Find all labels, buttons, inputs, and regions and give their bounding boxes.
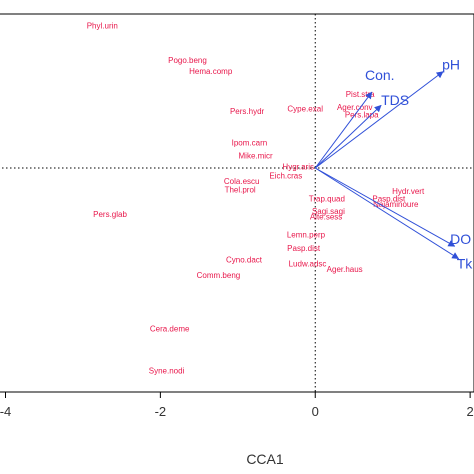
environment-label: DO	[450, 231, 471, 247]
species-label: Cype.exal	[287, 105, 323, 114]
x-tick-label: 0	[312, 404, 319, 419]
species-label: Pers.lapa	[345, 110, 379, 119]
x-tick-label: 2	[467, 404, 474, 419]
environment-arrow	[315, 167, 456, 247]
environment-arrow	[314, 91, 373, 169]
species-label: Alte.sess	[310, 213, 342, 222]
species-label: Mike.micr	[239, 152, 274, 161]
environment-label: Con.	[365, 67, 395, 83]
species-label: Cera.deme	[150, 325, 190, 334]
species-label: Cyno.dact	[226, 255, 263, 264]
environment-arrow	[314, 104, 382, 169]
environment-arrow	[314, 71, 444, 169]
plot-border	[0, 13, 474, 393]
plot-frame	[0, 13, 474, 393]
species-label: Pogo.beng	[168, 56, 207, 65]
species-label: Ager.haus	[327, 265, 363, 274]
species-label: Comm.beng	[197, 271, 241, 280]
species-label: Lemn.perp	[287, 231, 326, 240]
species-label: Trap.quad	[309, 194, 345, 203]
x-tick-label: -2	[155, 404, 167, 419]
species-label: Pers.hydr	[230, 107, 265, 116]
species-label: Cola.escu	[224, 177, 260, 186]
species-label: Ager.conv	[337, 103, 373, 112]
species-label: Ipom.carn	[232, 138, 268, 147]
x-axis-label: CCA1	[246, 451, 284, 467]
species-label: Ludw.adsc	[289, 259, 327, 268]
environment-arrow	[314, 167, 460, 260]
species-label: Pers.glab	[93, 210, 127, 219]
species-label: Hydr.vert	[392, 187, 425, 196]
species-label: Hygr.aris	[282, 162, 314, 171]
species-label: Syne.nodi	[149, 367, 185, 376]
reference-lines	[0, 14, 474, 392]
species-labels: Phyl.urin Pogo.beng Hema.comp Pers.hydr Cype…	[87, 21, 425, 375]
environment-label: pH	[442, 56, 460, 72]
species-label: Pasp.dist	[287, 244, 321, 253]
environment-vectors: pH Con. TDS DO Tk	[314, 56, 474, 271]
x-tick-label: -4	[0, 404, 11, 419]
species-label: Eich.cras	[269, 171, 302, 180]
x-axis: CCA1 -4 -2 0 2	[0, 392, 474, 467]
species-label: Phyl.urin	[87, 21, 118, 30]
environment-label: TDS	[381, 92, 409, 108]
environment-label: Tk	[457, 255, 474, 271]
species-label: Hema.comp	[189, 67, 233, 76]
species-label: Najaminoure	[373, 200, 419, 209]
species-label: Thel.prol	[225, 185, 256, 194]
species-label: Sagi.sagi	[312, 207, 345, 216]
species-label: Pist.stra	[346, 90, 375, 99]
species-label: Pasp.dist	[372, 194, 406, 203]
